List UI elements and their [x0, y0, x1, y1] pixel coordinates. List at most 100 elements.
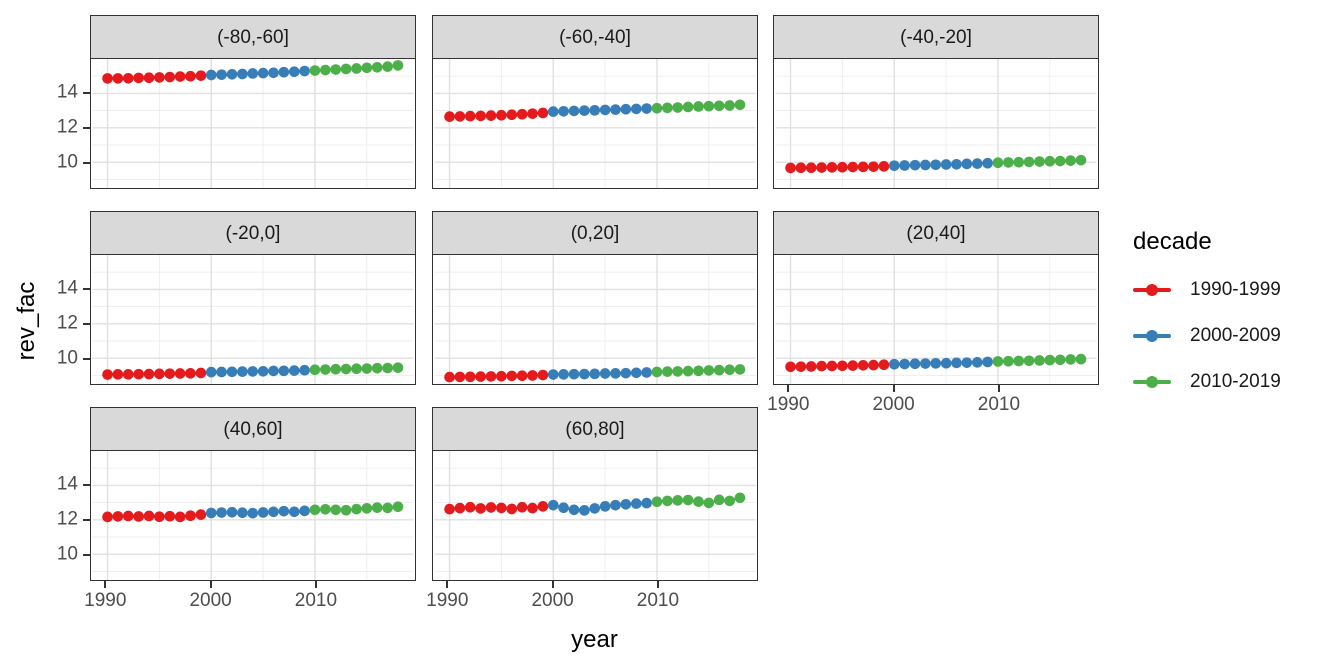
data-point	[496, 371, 507, 382]
legend-key	[1133, 274, 1171, 306]
data-point	[940, 159, 952, 171]
data-point	[868, 360, 879, 371]
data-point	[154, 368, 165, 380]
y-axis-tick-mark	[83, 92, 90, 95]
data-point	[174, 71, 186, 83]
facet-strip-label: (-60,-40]	[559, 26, 631, 48]
data-point	[547, 369, 559, 381]
legend-entry-label: 1990-1999	[1190, 279, 1281, 300]
data-point	[361, 62, 373, 74]
x-axis-tick-label: 2000	[872, 394, 915, 416]
facet-strip: (-20,0]	[90, 211, 416, 256]
data-point	[464, 111, 476, 122]
data-point	[506, 370, 518, 382]
data-point	[320, 504, 331, 515]
data-point	[1075, 155, 1087, 166]
data-point	[237, 366, 248, 378]
data-point	[371, 502, 383, 514]
data-point	[516, 109, 528, 120]
x-axis-tick-mark	[892, 385, 895, 393]
data-point	[299, 66, 310, 77]
data-point	[558, 502, 569, 514]
facet-strip: (20,40]	[773, 211, 1099, 256]
data-point	[558, 106, 569, 117]
data-point	[982, 158, 993, 169]
x-axis-tick-mark	[446, 581, 449, 589]
y-axis-tick-label: 10	[56, 151, 78, 173]
data-point	[940, 358, 952, 369]
data-point	[340, 505, 352, 516]
data-point	[164, 511, 176, 522]
data-point	[278, 365, 290, 377]
data-point	[382, 363, 393, 374]
data-point	[734, 99, 746, 111]
data-point	[724, 495, 735, 507]
facet-plot-area	[432, 254, 758, 386]
data-point	[537, 107, 549, 119]
facet-strip-label: (60,80]	[565, 418, 625, 440]
data-point	[122, 369, 134, 380]
data-point	[610, 104, 621, 116]
data-point	[268, 506, 279, 518]
data-point	[257, 68, 269, 79]
data-point	[992, 157, 1004, 169]
data-point	[693, 496, 704, 508]
data-point	[1003, 157, 1014, 169]
y-axis-tick-mark	[83, 484, 90, 487]
data-point	[112, 511, 124, 523]
data-point	[547, 106, 559, 118]
data-point	[475, 110, 486, 122]
data-point	[185, 368, 196, 379]
data-point	[102, 511, 113, 523]
facet-plot-area	[773, 254, 1099, 386]
facet-strip: (40,60]	[90, 407, 416, 452]
data-point	[164, 72, 176, 83]
data-point	[1065, 155, 1076, 167]
data-point	[868, 161, 879, 173]
data-point	[226, 366, 238, 378]
data-point	[816, 361, 827, 372]
data-point	[961, 357, 973, 369]
data-point	[268, 365, 279, 377]
legend-entries: 1990-1999 2000-2009 2010-2019	[1133, 274, 1281, 398]
data-point	[392, 362, 404, 374]
legend-entry: 2010-2019	[1133, 366, 1281, 398]
data-point	[454, 111, 466, 123]
data-point	[330, 504, 342, 516]
facet-panel: (40,60]	[90, 407, 416, 582]
data-point	[847, 360, 859, 372]
data-point	[340, 364, 352, 375]
data-point	[951, 159, 962, 170]
x-axis-tick-mark	[314, 581, 317, 589]
data-point	[288, 66, 300, 78]
data-point	[1023, 355, 1035, 367]
data-point	[185, 71, 196, 82]
data-point	[662, 102, 673, 114]
data-point	[599, 501, 611, 512]
data-point	[475, 503, 486, 515]
data-point	[102, 369, 113, 381]
data-point	[878, 359, 890, 371]
data-point	[651, 103, 663, 114]
y-axis-tick-label: 12	[56, 116, 78, 138]
x-axis-tick-label: 2000	[189, 590, 232, 612]
data-point	[392, 60, 404, 72]
data-point	[568, 369, 580, 380]
y-axis-tick-label: 14	[56, 473, 78, 495]
data-point	[909, 160, 921, 171]
data-point	[226, 507, 238, 518]
data-point	[620, 104, 632, 115]
data-point	[216, 69, 227, 81]
data-point	[143, 369, 155, 380]
data-point	[878, 161, 890, 172]
data-point	[309, 65, 321, 77]
x-axis-tick-label: 1990	[767, 394, 810, 416]
data-point	[951, 357, 962, 369]
y-axis-tick-mark	[83, 288, 90, 291]
data-point	[568, 105, 580, 117]
facet-strip-label: (-40,-20]	[900, 26, 972, 48]
data-point	[672, 366, 684, 378]
data-point	[496, 110, 507, 121]
data-point	[278, 506, 290, 517]
data-point	[527, 503, 538, 514]
